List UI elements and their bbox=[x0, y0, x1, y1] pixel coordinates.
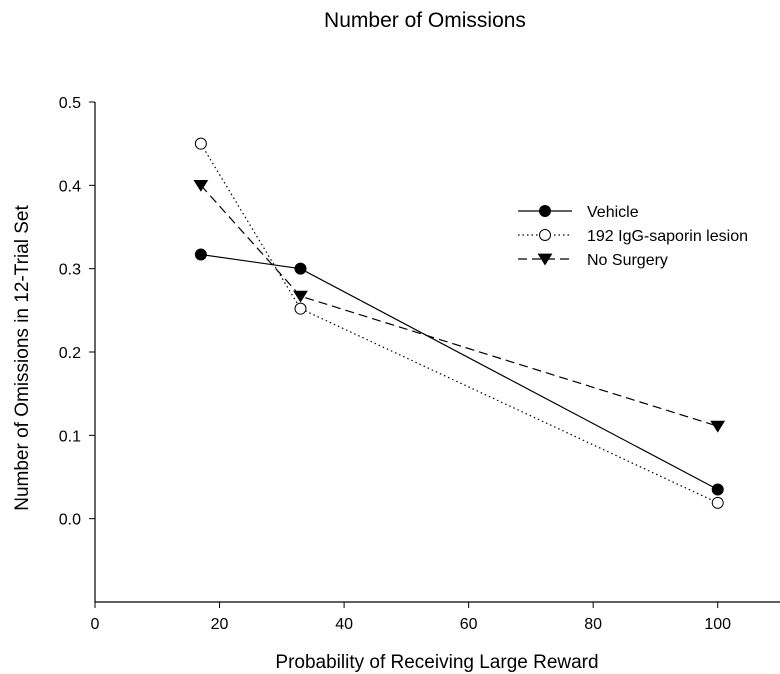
series-line bbox=[200, 253, 719, 491]
legend-marker bbox=[537, 253, 553, 266]
legend-item: 192 IgG-saporin lesion bbox=[518, 228, 748, 245]
y-axis-label: Number of Omissions in 12-Trial Set bbox=[12, 205, 33, 511]
series-0 bbox=[194, 248, 724, 496]
series-line bbox=[200, 143, 718, 504]
legend-label: No Surgery bbox=[587, 252, 668, 269]
x-tick-label: 20 bbox=[211, 616, 229, 633]
x-tick-label: 40 bbox=[335, 616, 353, 633]
legend-marker bbox=[539, 229, 551, 241]
x-tick-label: 100 bbox=[704, 616, 731, 633]
y-tick-label: 0.3 bbox=[59, 262, 81, 279]
data-point bbox=[294, 302, 307, 315]
legend-label: Vehicle bbox=[587, 204, 639, 221]
y-ticks: 0.0 0.1 0.2 0.3 0.4 0.5 bbox=[59, 95, 95, 529]
data-point bbox=[710, 420, 726, 433]
y-tick-label: 0.2 bbox=[59, 345, 81, 362]
data-point bbox=[711, 496, 724, 509]
y-tick-label: 0.1 bbox=[59, 428, 81, 445]
legend-item: Vehicle bbox=[518, 204, 639, 221]
legend-item: No Surgery bbox=[518, 252, 668, 269]
data-point bbox=[711, 483, 724, 496]
x-tick-label: 80 bbox=[584, 616, 602, 633]
y-tick-label: 0.5 bbox=[59, 95, 81, 112]
x-tick-label: 60 bbox=[460, 616, 478, 633]
data-point bbox=[193, 179, 209, 192]
plot-series bbox=[193, 137, 726, 509]
y-tick-label: 0.0 bbox=[59, 512, 81, 529]
series-2 bbox=[193, 179, 726, 433]
x-axis-label: Probability of Receiving Large Reward bbox=[275, 652, 598, 673]
series-1 bbox=[194, 137, 724, 509]
x-ticks: 0 20 40 60 80 100 bbox=[91, 602, 731, 633]
y-tick-label: 0.4 bbox=[59, 178, 81, 195]
x-tick-label: 0 bbox=[91, 616, 100, 633]
legend: Vehicle 192 IgG-saporin lesion No Surgery bbox=[518, 204, 748, 269]
series-line bbox=[200, 184, 718, 427]
chart-title: Number of Omissions bbox=[324, 9, 526, 32]
legend-label: 192 IgG-saporin lesion bbox=[587, 228, 748, 245]
legend-marker bbox=[539, 205, 551, 217]
data-point bbox=[194, 137, 207, 150]
data-point bbox=[293, 290, 308, 303]
data-point bbox=[294, 262, 307, 275]
data-point bbox=[194, 248, 207, 261]
